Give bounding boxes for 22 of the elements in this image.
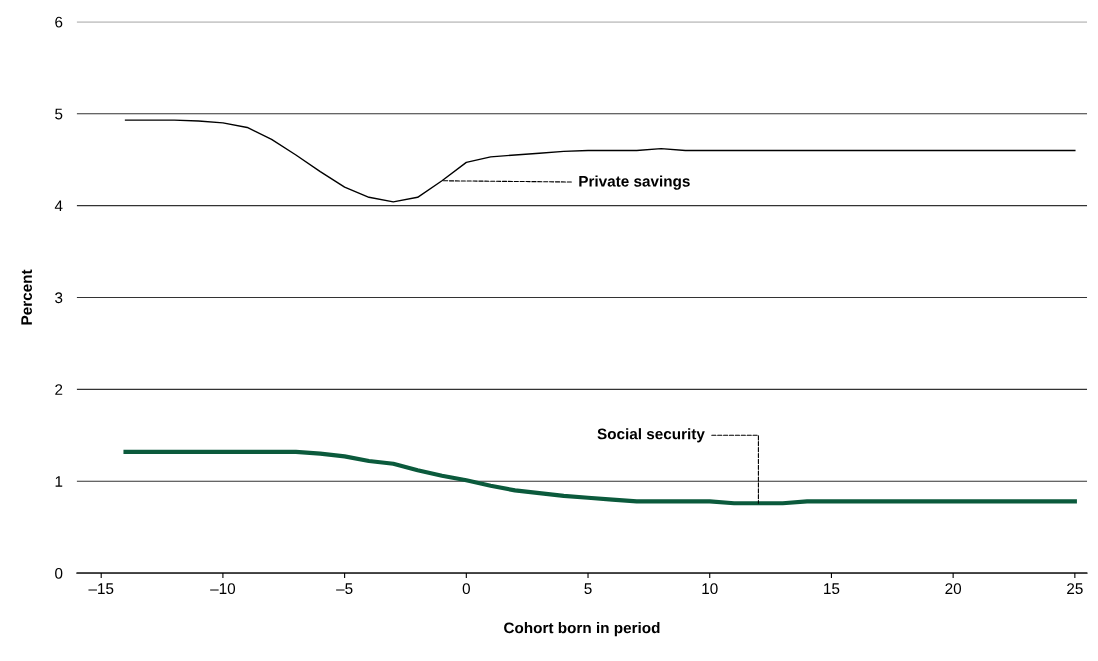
x-tick-label: –10 <box>210 583 236 595</box>
y-tick-label: 3 <box>55 292 63 304</box>
y-tick-label: 5 <box>55 108 63 120</box>
x-tick-label: –5 <box>336 583 353 595</box>
x-axis-title: Cohort born in period <box>504 622 660 637</box>
x-tick-label: 5 <box>584 583 592 595</box>
line-series <box>124 119 1076 203</box>
y-tick-label: 2 <box>55 384 63 395</box>
x-tick-label: 15 <box>824 583 840 595</box>
x-tick-label: 20 <box>945 583 962 595</box>
y-tick-label: 4 <box>54 200 63 212</box>
text: Social security <box>597 428 705 443</box>
x-tick-label: 0 <box>462 583 470 595</box>
line-series <box>123 449 1077 506</box>
series-label: Private savings <box>579 175 690 190</box>
y-tick-label: 0 <box>55 567 63 579</box>
y-tick-label: 6 <box>55 16 63 28</box>
x-tick-label: 10 <box>702 583 718 595</box>
x-tick-label: 25 <box>1067 583 1083 595</box>
y-axis-title: Percent <box>21 269 33 325</box>
x-tick-label: –15 <box>88 583 114 595</box>
y-tick-label: 1 <box>55 476 63 487</box>
